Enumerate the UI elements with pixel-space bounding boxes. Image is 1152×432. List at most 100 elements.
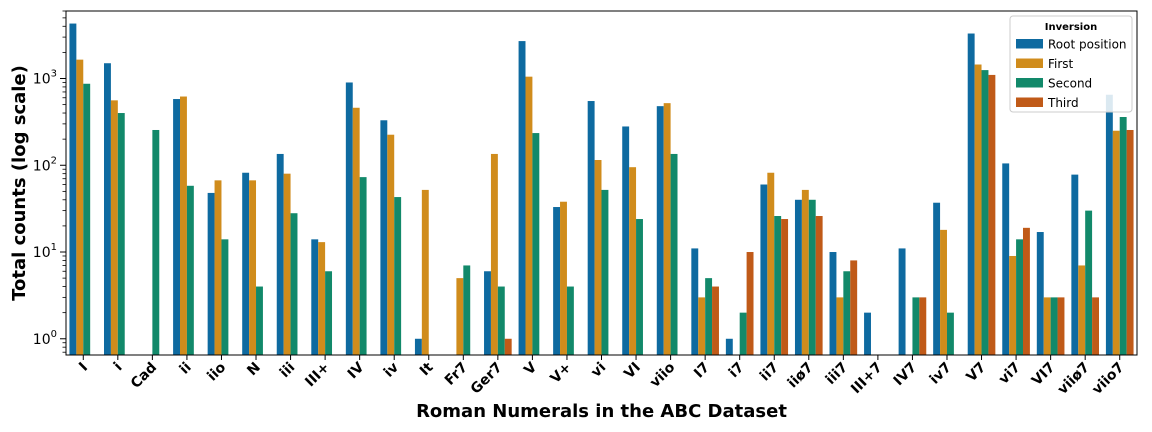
bar-viio7-root-position <box>1105 94 1113 356</box>
bar-IV7-second <box>912 297 920 355</box>
x-tick-label: V <box>521 359 540 378</box>
bar-V7-root-position <box>967 33 975 356</box>
bar-ii-first <box>180 96 187 356</box>
bar-viio-first <box>663 103 671 356</box>
y-tick-label: 101 <box>33 242 57 261</box>
bar-vi7-third <box>1022 227 1030 355</box>
bar-I7-second <box>705 278 713 355</box>
x-tick-label: VI <box>621 360 644 383</box>
bar-VI7-third <box>1057 297 1065 355</box>
bar-IV-first <box>352 107 360 355</box>
bar-viiø7-first <box>1078 265 1086 355</box>
bar-viio7-third <box>1126 129 1134 355</box>
bar-ii7-first <box>767 172 775 355</box>
bar-iii-root-position <box>276 153 284 355</box>
x-tick-label: IV <box>345 359 368 382</box>
bar-iv7-first <box>940 229 947 355</box>
x-tick-label: III+ <box>302 360 333 391</box>
x-tick-label: It <box>417 359 437 379</box>
x-tick-label: iii7 <box>823 360 851 388</box>
bar-vi-root-position <box>587 101 595 355</box>
bar-iio-first <box>214 180 222 355</box>
bar-III+-first <box>318 242 326 355</box>
legend-swatch <box>1016 97 1043 107</box>
x-tick-label: III+7 <box>848 360 886 398</box>
bar-iiø7-third <box>815 216 823 355</box>
legend-label: Second <box>1048 77 1092 91</box>
x-tick-label: iio <box>204 359 229 384</box>
bars-group <box>69 23 1134 356</box>
x-tick-label: Ger7 <box>468 360 506 398</box>
bar-i-second <box>117 113 125 355</box>
bar-IV7-third <box>919 297 927 355</box>
bar-iio-root-position <box>207 192 215 355</box>
bar-I7-first <box>698 297 706 355</box>
bar-viio7-second <box>1119 117 1127 355</box>
bar-V-first <box>525 76 533 356</box>
plot-frame <box>65 10 1138 356</box>
bar-i7-root-position <box>725 338 733 355</box>
legend-title: Inversion <box>1045 22 1097 33</box>
legend-swatch <box>1016 58 1043 68</box>
x-tick-label: iii <box>277 360 299 382</box>
bar-iv7-root-position <box>933 202 941 355</box>
bar-VI-second <box>636 219 643 355</box>
bar-ii7-second <box>774 216 782 355</box>
bar-Fr7-second <box>463 265 471 355</box>
bar-i-first <box>110 100 118 355</box>
bar-N-root-position <box>242 172 250 355</box>
legend-swatch <box>1016 78 1043 88</box>
bar-iii7-first <box>836 297 844 355</box>
bar-iii7-third <box>850 260 858 355</box>
bar-V7-second <box>981 70 989 355</box>
legend-swatch <box>1016 39 1043 49</box>
bar-It-root-position <box>414 338 422 355</box>
bar-VI7-first <box>1043 297 1051 355</box>
x-tick-label: V7 <box>963 360 989 386</box>
bar-iiø7-second <box>808 199 816 355</box>
y-axis-label: Total counts (log scale) <box>9 65 30 301</box>
bar-vi7-second <box>1016 239 1023 355</box>
x-tick-label: IV7 <box>891 360 921 390</box>
bar-V+-second <box>566 286 574 355</box>
bar-III+-root-position <box>311 239 319 355</box>
bar-ii-root-position <box>173 99 181 355</box>
bar-V7-first <box>974 64 982 355</box>
bar-V-second <box>532 133 540 355</box>
x-tick-label: N <box>244 360 264 380</box>
bar-I-first <box>76 59 84 355</box>
bar-IV-second <box>359 177 367 355</box>
bar-Ger7-first <box>490 153 498 355</box>
bar-I7-root-position <box>691 248 699 355</box>
x-tick-label: ii7 <box>757 360 782 385</box>
bar-VI-first <box>629 167 637 355</box>
bar-ii7-third <box>781 219 789 355</box>
legend-label: Third <box>1047 96 1079 110</box>
bar-iv-second <box>394 197 402 355</box>
x-tick-label: VI7 <box>1029 360 1059 390</box>
x-tick-label: I <box>76 360 91 375</box>
bar-iio-second <box>221 239 229 355</box>
bar-viio-second <box>670 153 678 355</box>
bar-Fr7-first <box>456 278 464 355</box>
bar-iv-root-position <box>380 120 388 355</box>
x-tick-label: iv7 <box>927 360 955 388</box>
bar-Cad-second <box>152 129 160 355</box>
bar-Ger7-third <box>504 338 512 355</box>
bar-ii-second <box>186 185 194 355</box>
x-tick-label: vi <box>588 360 609 381</box>
bar-iiø7-root-position <box>794 199 802 355</box>
bar-viiø7-second <box>1085 210 1093 355</box>
bar-I7-third <box>712 286 719 355</box>
bar-iii7-root-position <box>829 252 837 355</box>
bar-vi-second <box>601 189 609 355</box>
bar-Ger7-second <box>497 286 505 355</box>
bar-It-first <box>421 189 429 355</box>
bar-VI7-second <box>1050 297 1058 355</box>
bar-iii7-second <box>843 271 851 355</box>
x-tick-label: iiø7 <box>785 360 817 392</box>
bar-iii-first <box>283 173 291 355</box>
legend-label: First <box>1048 57 1074 71</box>
